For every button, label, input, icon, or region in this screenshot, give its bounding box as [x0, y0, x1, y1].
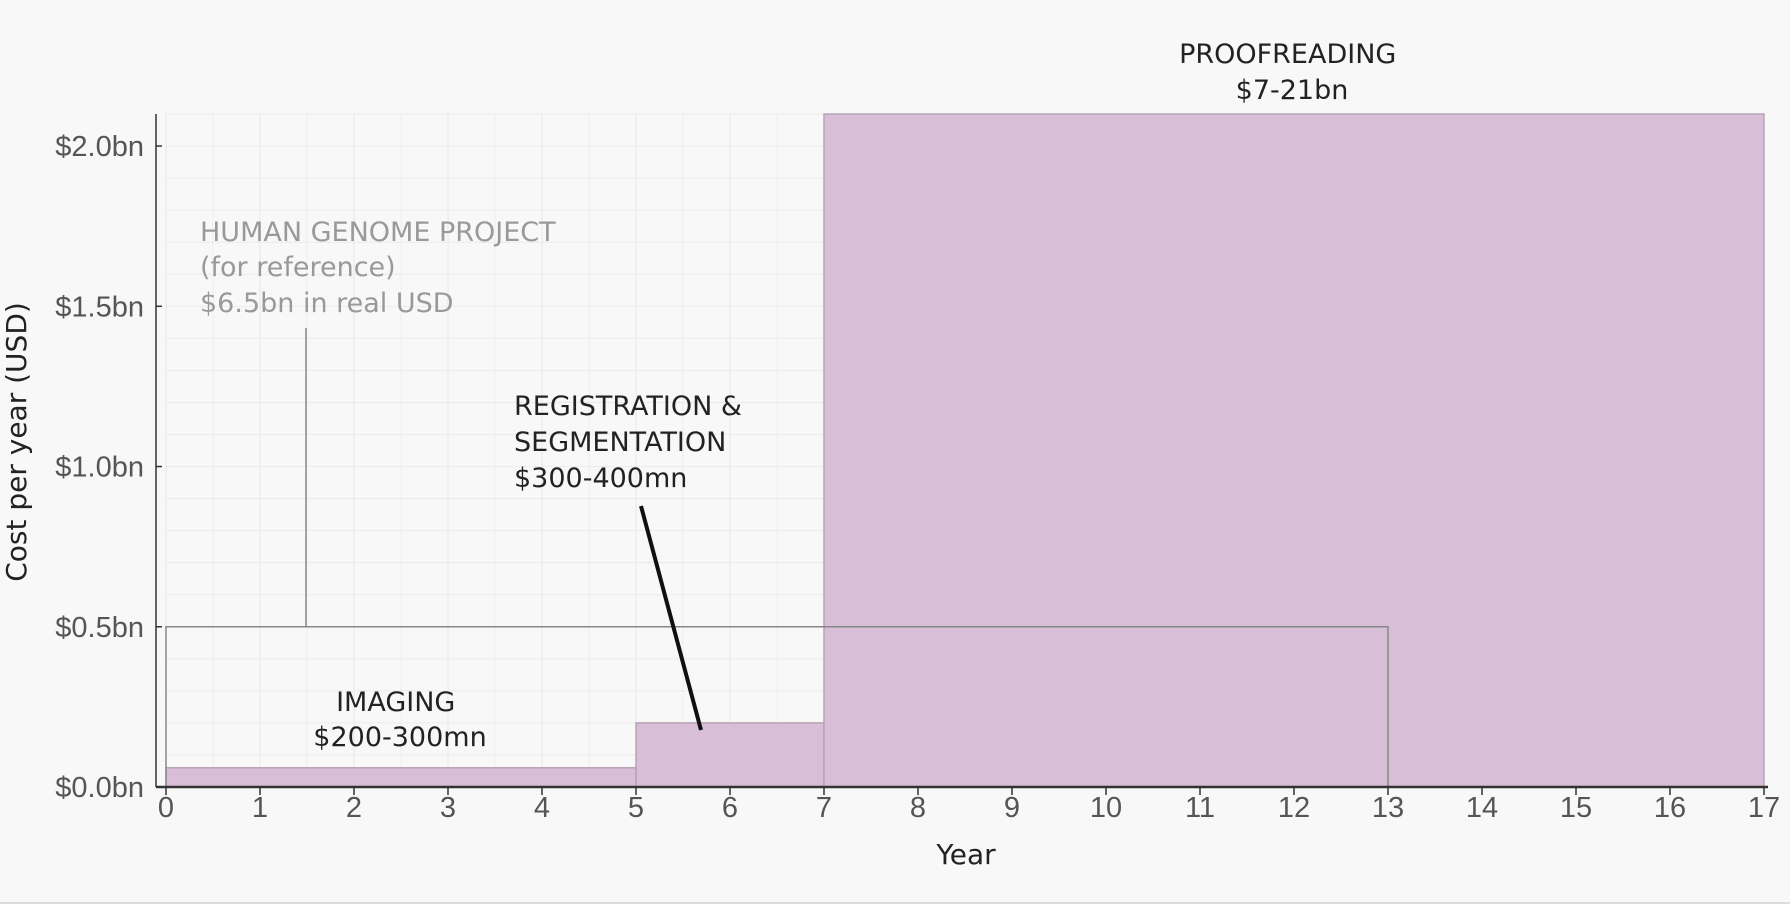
bars — [165, 113, 1765, 788]
x-tick-label: 9 — [1004, 792, 1020, 824]
annotation-proofreading-line: $7-21bn — [1236, 75, 1349, 106]
x-tick-label: 5 — [628, 792, 644, 824]
annotation-hgp: HUMAN GENOME PROJECT (for reference) $6.… — [200, 217, 564, 319]
annotation-registration-line: REGISTRATION & — [514, 391, 742, 422]
y-tick-label: $1.0bn — [55, 452, 144, 484]
x-tick-label: 12 — [1278, 792, 1310, 824]
axes — [155, 114, 1768, 789]
y-tick-label: $0.5bn — [55, 612, 144, 644]
annotation-imaging-line: $200-300mn — [313, 722, 486, 753]
x-tick-label: 2 — [346, 792, 362, 824]
annotation-registration-line: SEGMENTATION — [514, 427, 726, 458]
x-tick-label: 1 — [252, 792, 268, 824]
annotation-registration: REGISTRATION & SEGMENTATION $300-400mn — [514, 391, 751, 494]
bar-registration — [635, 722, 825, 788]
x-tick-label: 3 — [440, 792, 456, 824]
y-tick-label: $2.0bn — [55, 131, 144, 163]
annotation-hgp-line: $6.5bn in real USD — [200, 288, 454, 319]
bar-proofreading — [823, 113, 1765, 788]
x-tick-label: 10 — [1090, 792, 1122, 824]
leader-line-registration — [639, 505, 703, 731]
y-axis-title: Cost per year (USD) — [0, 302, 33, 582]
annotation-registration-line: $300-400mn — [514, 463, 687, 494]
x-tick-label: 0 — [158, 792, 174, 824]
x-tick-label: 4 — [534, 792, 550, 824]
x-tick-label: 8 — [910, 792, 926, 824]
x-tick-label: 15 — [1560, 792, 1592, 824]
x-tick-label: 14 — [1466, 792, 1498, 824]
annotation-imaging-line: IMAGING — [336, 687, 455, 718]
y-tick-label: $0.0bn — [55, 772, 144, 804]
ticks: 0 1 2 3 4 5 6 7 8 9 10 11 12 13 14 15 16 17$0.0bn$0.5bn$1… — [55, 131, 1780, 824]
leader-lines — [305, 328, 703, 731]
x-tick-label: 16 — [1654, 792, 1686, 824]
annotation-imaging: IMAGING $200-300mn — [313, 687, 486, 753]
x-tick-label: 13 — [1372, 792, 1404, 824]
y-tick-label: $1.5bn — [55, 291, 144, 323]
annotation-proofreading-line: PROOFREADING — [1179, 39, 1396, 70]
x-tick-label: 17 — [1748, 792, 1780, 824]
annotation-hgp-line: (for reference) — [200, 252, 396, 283]
x-tick-label: 11 — [1185, 792, 1215, 824]
bar-imaging — [165, 767, 637, 788]
x-tick-label: 7 — [816, 792, 832, 824]
x-axis-title: Year — [935, 838, 996, 871]
annotation-hgp-line: HUMAN GENOME PROJECT — [200, 217, 556, 248]
x-tick-label: 6 — [722, 792, 738, 824]
bottom-divider — [0, 902, 1790, 904]
annotation-proofreading: PROOFREADING $7-21bn — [1179, 39, 1405, 106]
